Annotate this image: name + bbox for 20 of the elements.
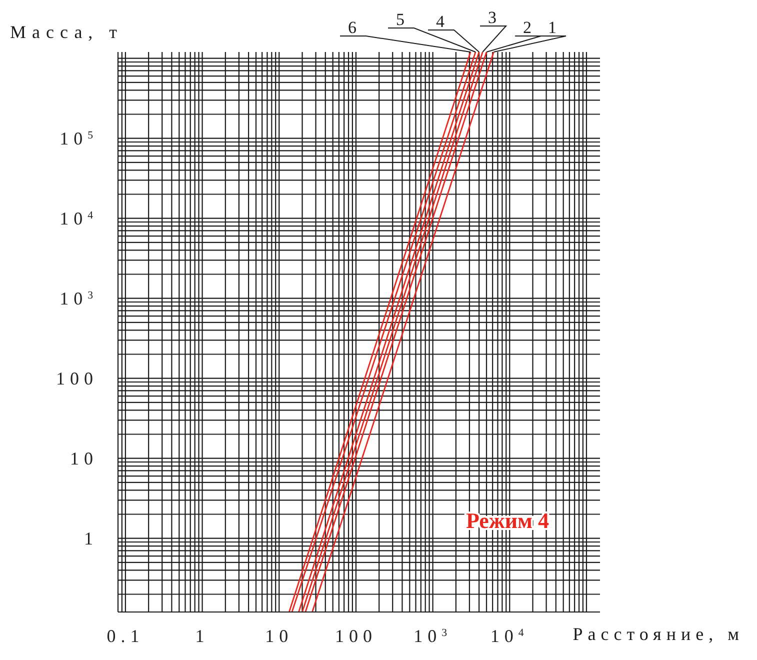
text: 6 — [348, 18, 356, 37]
y-tick-label: 10$^{4}$ — [60, 208, 98, 228]
x-tick-label: 10$^{3}$ — [414, 626, 452, 646]
x-tick-label: 1 — [195, 626, 210, 646]
x-tick-label: 0.1 — [106, 626, 144, 646]
y-tick-label: 100 — [56, 368, 98, 388]
y-tick-label: 10$^{3}$ — [60, 288, 98, 308]
series-label: 3 — [488, 8, 496, 27]
y-tick-label: 10 — [70, 448, 98, 468]
y-tick-label: 10$^{5}$ — [60, 128, 98, 148]
x-tick-label: 100 — [334, 626, 377, 646]
text: 2 — [523, 18, 532, 37]
text: 1 — [548, 18, 556, 37]
y-tick-label: 1 — [84, 528, 98, 548]
x-tick-label: 10 — [265, 626, 294, 646]
x-axis-title: Расстояние, м — [572, 624, 744, 644]
text: 5 — [396, 10, 404, 29]
text: 4 — [436, 12, 445, 31]
x-tick-label: 10$^{4}$ — [490, 626, 529, 646]
y-axis-title: Масса, т — [10, 22, 124, 42]
